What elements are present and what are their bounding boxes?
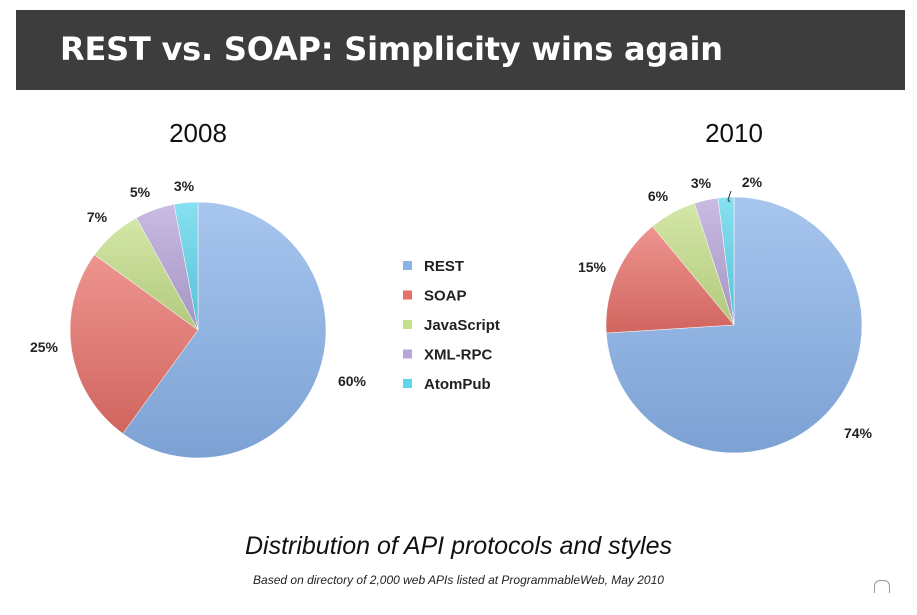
pie-slice-2008-rest — [122, 201, 327, 459]
legend-swatch-atompub — [403, 379, 412, 388]
legend-swatch-xml-rpc — [403, 349, 412, 359]
page-title: REST vs. SOAP: Simplicity wins again — [60, 30, 723, 68]
data-label-2008-atompub: 3% — [174, 178, 195, 194]
data-label-2008-javascript: 7% — [87, 209, 108, 225]
legend-label-javascript: JavaScript — [424, 317, 500, 334]
data-label-2010-rest: 74% — [844, 425, 873, 441]
chart-caption: Distribution of API protocols and styles — [244, 532, 673, 560]
legend-label-rest: REST — [424, 258, 464, 275]
legend-swatch-rest — [403, 261, 412, 270]
data-label-2010-xml-rpc: 3% — [691, 175, 712, 191]
data-label-2008-rest: 60% — [338, 373, 367, 389]
data-label-2008-soap: 25% — [30, 339, 59, 355]
pie-slice-2010-atompub — [717, 196, 735, 326]
legend-label-atompub: AtomPub — [424, 376, 491, 393]
data-label-2010-atompub: 2% — [742, 174, 763, 190]
leader-line — [727, 190, 732, 203]
legend-swatch-soap — [403, 290, 412, 300]
data-label-2008-xml-rpc: 5% — [130, 184, 151, 200]
data-label-2010-soap: 15% — [578, 259, 607, 275]
pie-title-1: 2010 — [705, 118, 763, 148]
legend-label-soap: SOAP — [424, 288, 467, 305]
pie-slice-2008-atompub — [173, 201, 199, 331]
legend-swatch-javascript — [403, 320, 412, 329]
data-label-2010-javascript: 6% — [648, 188, 669, 204]
pie-title-0: 2008 — [169, 118, 227, 148]
pie-slice-2008-soap — [69, 254, 199, 434]
title-bar: REST vs. SOAP: Simplicity wins again — [16, 10, 905, 90]
source-note: Based on directory of 2,000 web APIs lis… — [253, 573, 664, 587]
pie-slice-2010-soap — [605, 226, 735, 334]
corner-icon — [874, 580, 890, 593]
legend-label-xml-rpc: XML-RPC — [424, 347, 492, 364]
